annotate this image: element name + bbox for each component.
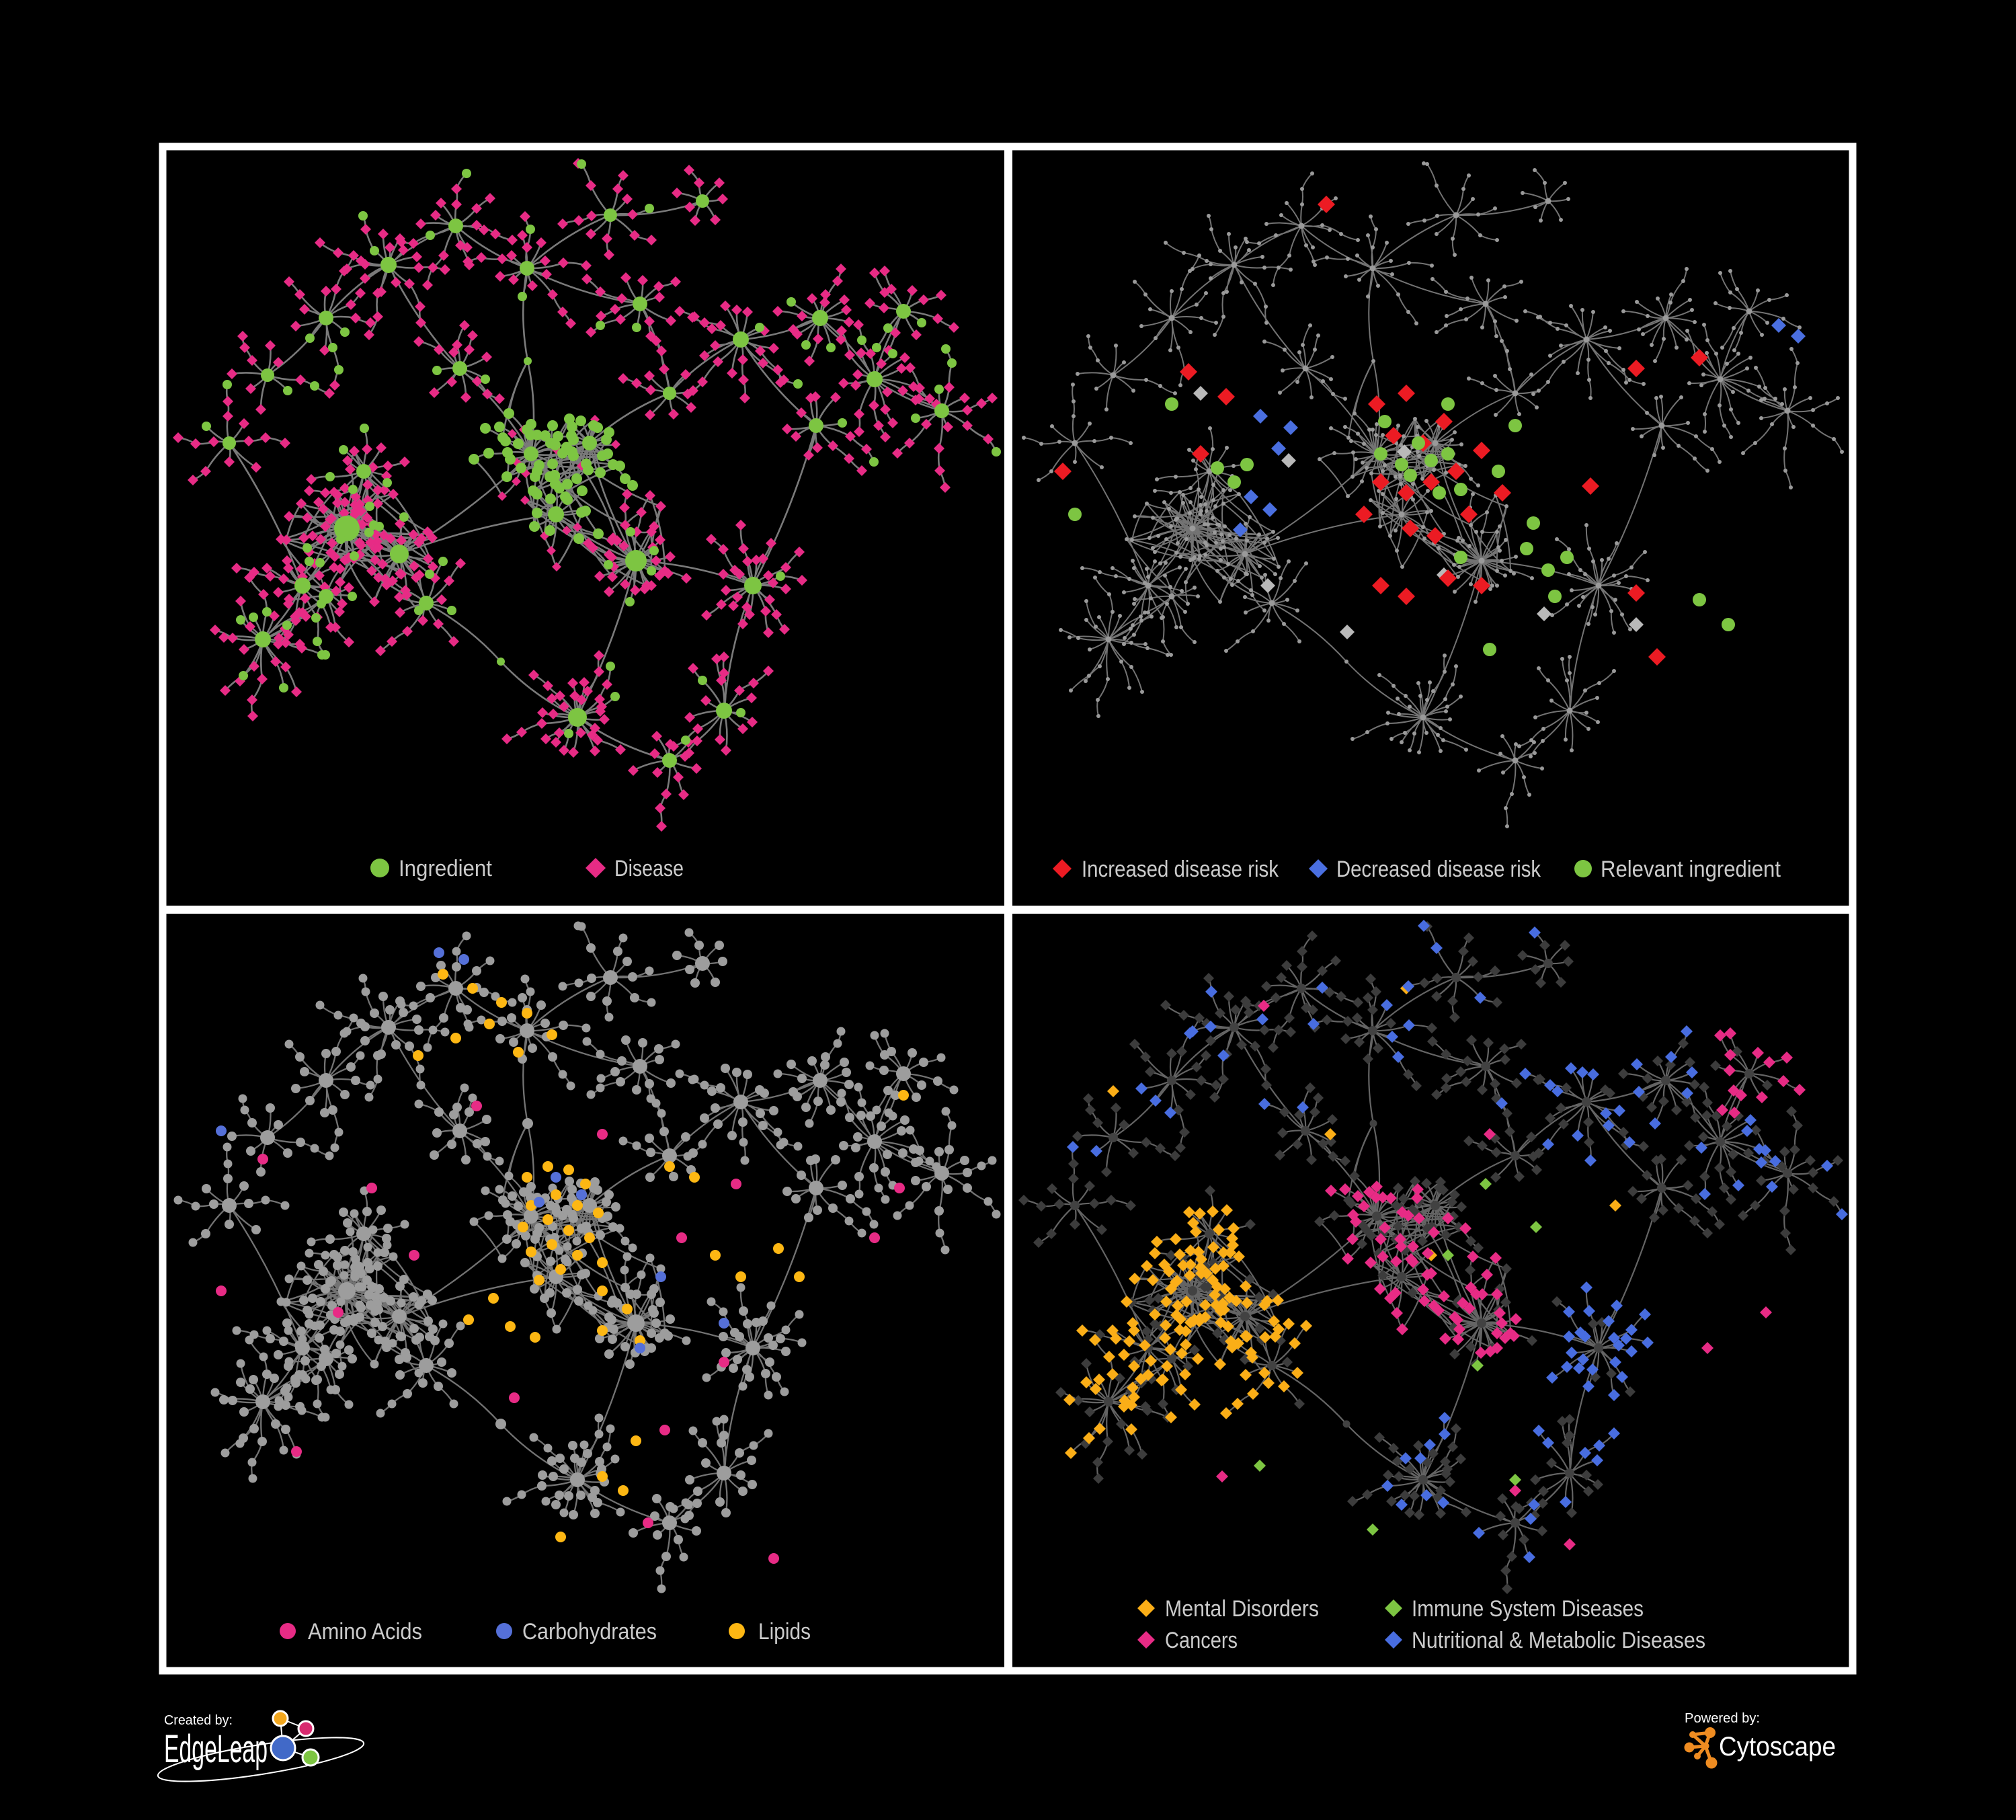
svg-text:Disease: Disease bbox=[614, 856, 684, 881]
svg-text:Carbohydrates: Carbohydrates bbox=[522, 1619, 657, 1645]
svg-text:Increased disease risk: Increased disease risk bbox=[1082, 857, 1279, 882]
svg-text:Mental Disorders: Mental Disorders bbox=[1165, 1596, 1319, 1622]
svg-text:Relevant ingredient: Relevant ingredient bbox=[1601, 857, 1781, 882]
svg-text:Ingredient: Ingredient bbox=[399, 856, 492, 881]
svg-text:Cancers: Cancers bbox=[1165, 1628, 1238, 1653]
svg-text:Powered by:: Powered by: bbox=[1685, 1711, 1760, 1726]
svg-text:Lipids: Lipids bbox=[758, 1619, 811, 1645]
svg-text:Cytoscape: Cytoscape bbox=[1719, 1732, 1836, 1762]
svg-text:Immune System Diseases: Immune System Diseases bbox=[1412, 1596, 1644, 1622]
svg-text:Nutritional & Metabolic Diseas: Nutritional & Metabolic Diseases bbox=[1412, 1628, 1705, 1653]
svg-text:Decreased disease risk: Decreased disease risk bbox=[1336, 857, 1541, 882]
svg-text:Amino Acids: Amino Acids bbox=[308, 1619, 422, 1645]
svg-text:EdgeLeap: EdgeLeap bbox=[164, 1727, 268, 1771]
svg-text:Created by:: Created by: bbox=[164, 1713, 233, 1728]
